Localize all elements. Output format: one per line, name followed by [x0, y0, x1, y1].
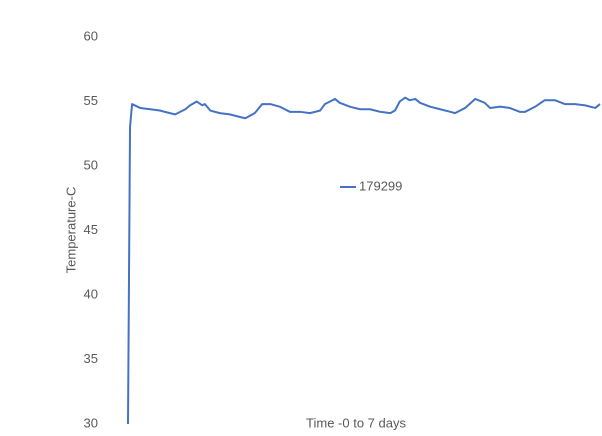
legend-label: 179299 — [359, 178, 402, 193]
y-tick-label: 55 — [84, 93, 98, 108]
y-tick-label: 50 — [84, 157, 98, 172]
y-tick-label: 35 — [84, 351, 98, 366]
y-tick-label: 30 — [84, 415, 98, 430]
y-axis-label: Temperature-C — [63, 187, 78, 274]
y-tick-label: 40 — [84, 286, 98, 301]
data-line — [127, 96, 601, 425]
x-axis-label: Time -0 to 7 days — [306, 415, 406, 430]
y-tick-label: 45 — [84, 222, 98, 237]
y-tick-label: 60 — [84, 28, 98, 43]
